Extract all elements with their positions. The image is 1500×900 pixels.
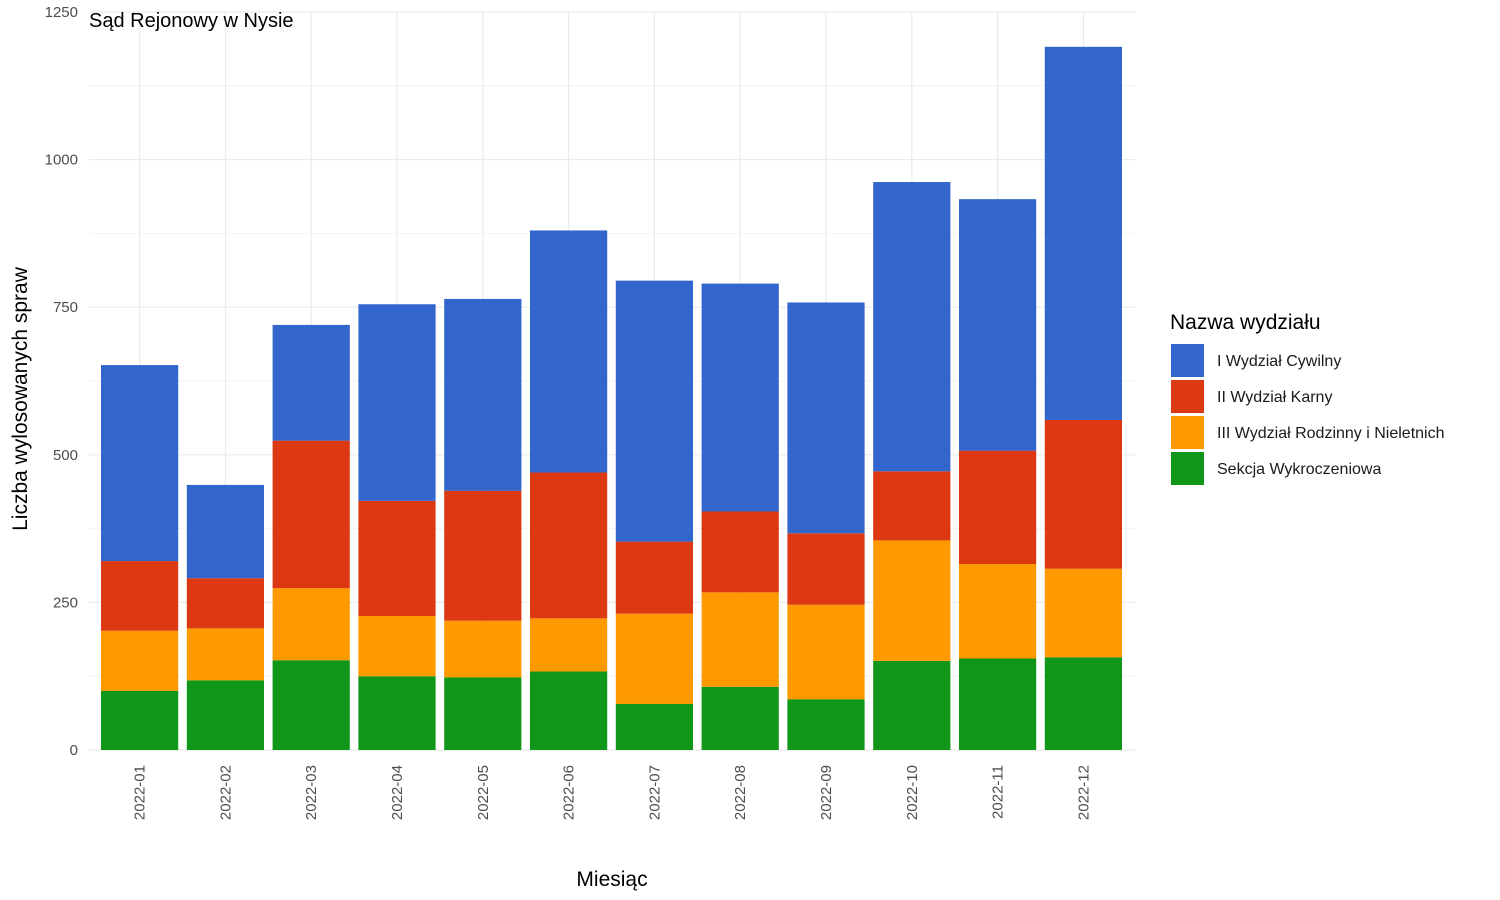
legend-label: II Wydział Karny (1217, 389, 1332, 406)
bar-i-wydzia-cywilny-2022-06 (529, 230, 608, 473)
bar-ii-wydzia-karny-2022-06 (529, 472, 608, 619)
y-tick-label: 750 (53, 299, 78, 316)
bar-iii-wydzia-rodzinny-i-nieletnich-2022-05 (444, 620, 522, 678)
bar-iii-wydzia-rodzinny-i-nieletnich-2022-01 (101, 630, 179, 691)
legend-items: I Wydział Cywilny II Wydział Karny III Wyd… (1171, 344, 1445, 485)
bar-iii-wydzia-rodzinny-i-nieletnich-2022-07 (615, 613, 694, 704)
bar-ii-wydzia-karny-2022-02 (186, 578, 265, 629)
bar-i-wydzia-cywilny-2022-10 (873, 182, 951, 472)
x-tick-label: 2022-03 (303, 765, 320, 820)
x-tick-label: 2022-12 (1075, 765, 1092, 820)
bar-ii-wydzia-karny-2022-09 (787, 533, 865, 605)
bar-sekcja-wykroczeniowa-2022-12 (1044, 657, 1122, 750)
bar-i-wydzia-cywilny-2022-11 (958, 199, 1037, 451)
bar-i-wydzia-cywilny-2022-01 (101, 365, 179, 562)
bar-iii-wydzia-rodzinny-i-nieletnich-2022-08 (701, 592, 779, 687)
bar-i-wydzia-cywilny-2022-07 (615, 280, 694, 542)
bar-iii-wydzia-rodzinny-i-nieletnich-2022-04 (358, 615, 436, 677)
y-axis-title: Liczba wylosowanych spraw (9, 266, 32, 531)
bar-ii-wydzia-karny-2022-05 (444, 490, 522, 621)
legend-label: Sekcja Wykroczeniowa (1217, 461, 1381, 478)
x-tick-label: 2022-06 (561, 765, 578, 820)
bar-i-wydzia-cywilny-2022-02 (186, 484, 265, 579)
bar-sekcja-wykroczeniowa-2022-05 (444, 677, 522, 750)
bar-ii-wydzia-karny-2022-01 (101, 561, 179, 631)
x-tick-label: 2022-09 (818, 765, 835, 820)
bar-iii-wydzia-rodzinny-i-nieletnich-2022-10 (873, 540, 951, 661)
x-tick-label: 2022-02 (217, 765, 234, 820)
bar-i-wydzia-cywilny-2022-09 (787, 302, 865, 534)
bar-sekcja-wykroczeniowa-2022-09 (787, 699, 865, 750)
legend-swatch (1171, 344, 1204, 377)
x-tick-label: 2022-08 (732, 765, 749, 820)
bar-ii-wydzia-karny-2022-12 (1044, 419, 1122, 569)
bar-ii-wydzia-karny-2022-10 (873, 471, 951, 541)
bar-ii-wydzia-karny-2022-03 (272, 440, 350, 589)
x-tick-label: 2022-07 (646, 765, 663, 820)
bar-sekcja-wykroczeniowa-2022-03 (272, 660, 350, 750)
x-tick-label: 2022-04 (389, 765, 406, 820)
legend: Nazwa wydziału I Wydział Cywilny II Wydzi… (1170, 311, 1445, 485)
bar-i-wydzia-cywilny-2022-03 (272, 324, 350, 441)
bar-i-wydzia-cywilny-2022-05 (444, 298, 522, 491)
y-tick-label: 1250 (45, 4, 78, 21)
bar-sekcja-wykroczeniowa-2022-01 (101, 690, 179, 750)
legend-title: Nazwa wydziału (1170, 311, 1321, 334)
bar-iii-wydzia-rodzinny-i-nieletnich-2022-03 (272, 588, 350, 661)
bar-iii-wydzia-rodzinny-i-nieletnich-2022-06 (529, 618, 608, 672)
bar-sekcja-wykroczeniowa-2022-07 (615, 703, 694, 750)
x-axis-ticks: 2022-01 2022-02 2022-03 2022-04 2022-05 2022-… (132, 765, 1093, 820)
legend-swatch (1171, 416, 1204, 449)
chart-title: Sąd Rejonowy w Nysie (89, 10, 294, 32)
bar-sekcja-wykroczeniowa-2022-06 (529, 671, 608, 750)
bar-i-wydzia-cywilny-2022-08 (701, 283, 779, 512)
bar-sekcja-wykroczeniowa-2022-02 (186, 680, 265, 750)
bar-sekcja-wykroczeniowa-2022-08 (701, 686, 779, 750)
x-tick-label: 2022-11 (990, 765, 1007, 819)
bars (101, 46, 1122, 750)
bar-ii-wydzia-karny-2022-08 (701, 511, 779, 593)
bar-sekcja-wykroczeniowa-2022-04 (358, 676, 436, 750)
legend-swatch (1171, 380, 1204, 413)
y-tick-label: 500 (53, 447, 78, 464)
bar-sekcja-wykroczeniowa-2022-10 (873, 660, 951, 750)
bar-i-wydzia-cywilny-2022-04 (358, 304, 436, 501)
bar-iii-wydzia-rodzinny-i-nieletnich-2022-11 (958, 564, 1037, 659)
bar-i-wydzia-cywilny-2022-12 (1044, 46, 1122, 420)
y-axis-ticks: 0 250 500 750 1000 1250 (45, 4, 78, 759)
bar-ii-wydzia-karny-2022-11 (958, 450, 1037, 565)
bar-ii-wydzia-karny-2022-04 (358, 500, 436, 616)
y-tick-label: 250 (53, 594, 78, 611)
bar-iii-wydzia-rodzinny-i-nieletnich-2022-12 (1044, 568, 1122, 658)
bar-iii-wydzia-rodzinny-i-nieletnich-2022-09 (787, 604, 865, 700)
y-tick-label: 1000 (45, 152, 78, 169)
legend-swatch (1171, 452, 1204, 485)
x-tick-label: 2022-05 (475, 765, 492, 820)
x-tick-label: 2022-01 (132, 765, 149, 820)
bar-ii-wydzia-karny-2022-07 (615, 541, 694, 614)
x-axis-title: Miesiąc (576, 868, 647, 891)
bar-sekcja-wykroczeniowa-2022-11 (958, 658, 1037, 750)
bar-iii-wydzia-rodzinny-i-nieletnich-2022-02 (186, 628, 265, 681)
legend-label: III Wydział Rodzinny i Nieletnich (1217, 425, 1445, 442)
legend-label: I Wydział Cywilny (1217, 353, 1341, 370)
y-tick-label: 0 (70, 742, 78, 759)
x-tick-label: 2022-10 (904, 765, 921, 820)
